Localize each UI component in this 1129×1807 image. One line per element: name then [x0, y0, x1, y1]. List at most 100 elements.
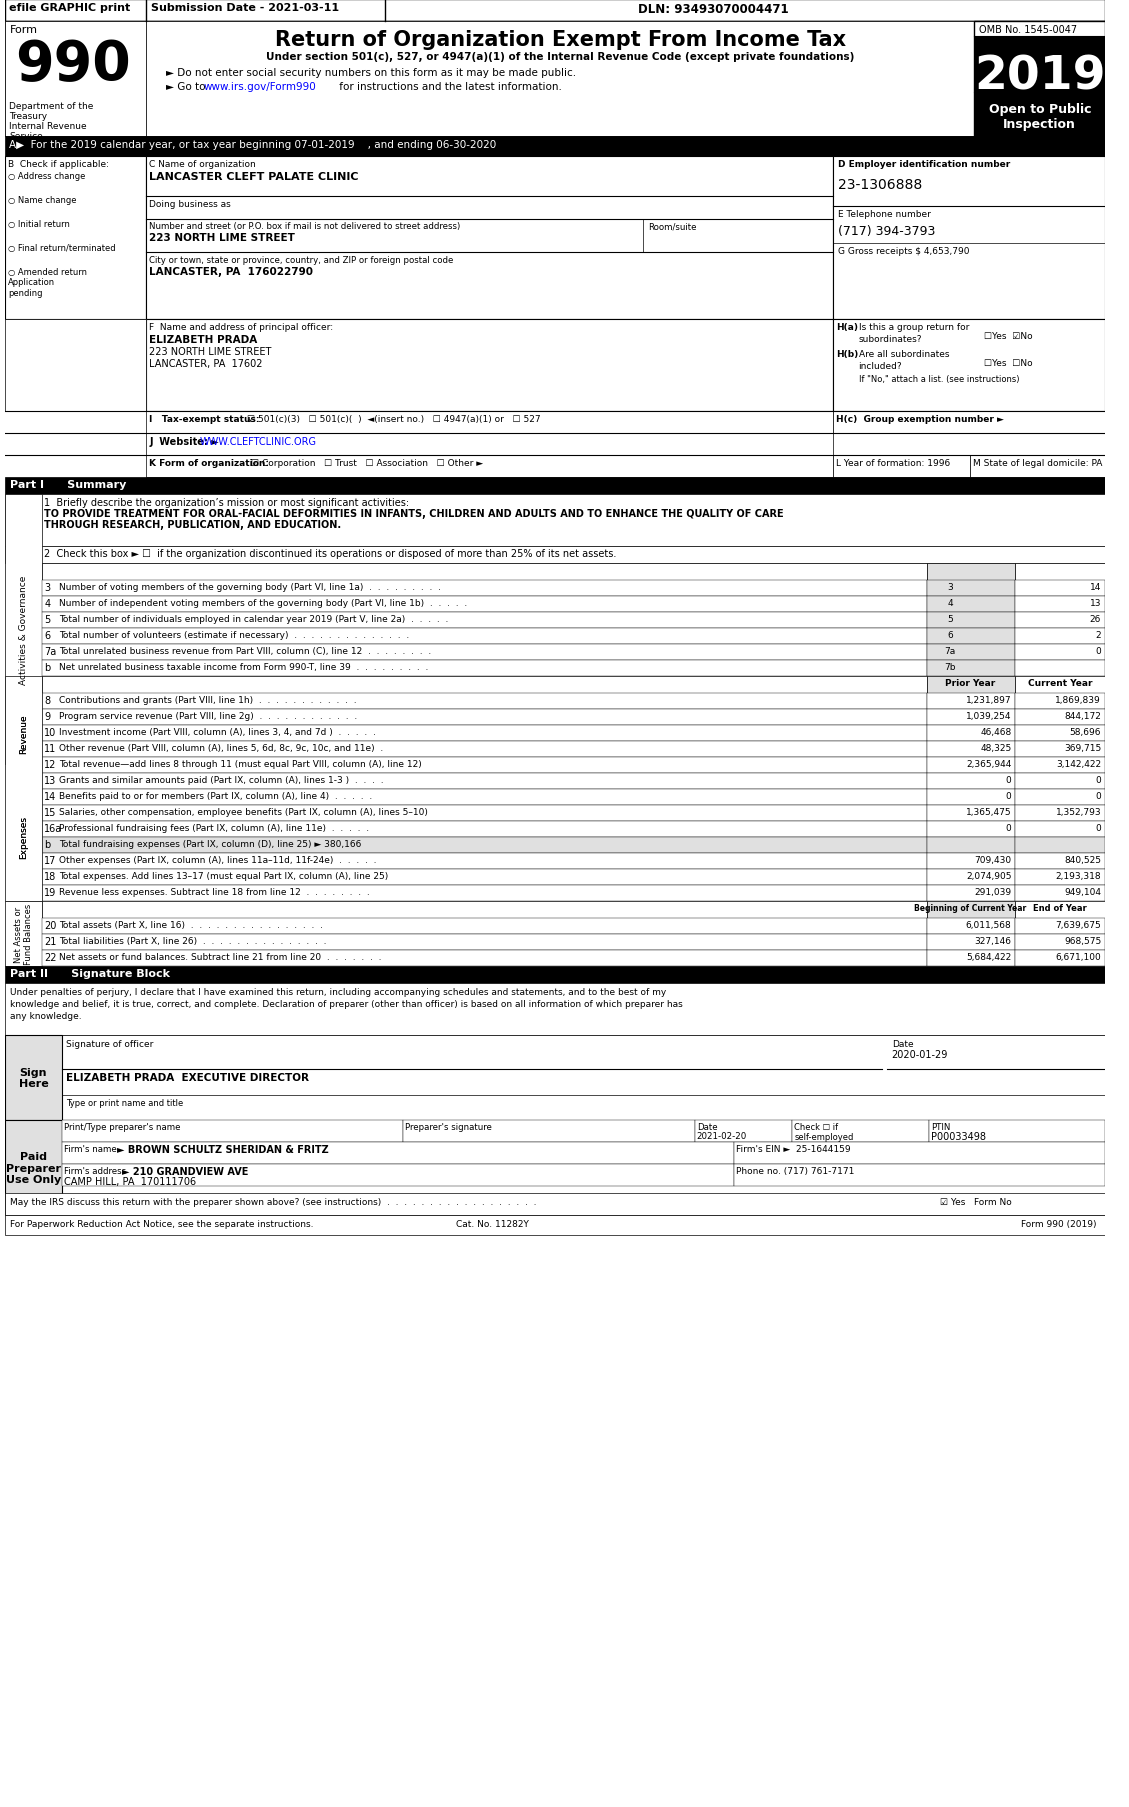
Text: Net assets or fund balances. Subtract line 21 from line 20  .  .  .  .  .  .  .: Net assets or fund balances. Subtract li… — [59, 952, 382, 961]
Bar — [927, 580, 1015, 596]
Text: Net Assets or
Fund Balances: Net Assets or Fund Balances — [14, 904, 34, 965]
Text: ○ Amended return
Application
pending: ○ Amended return Application pending — [8, 267, 87, 298]
Bar — [6, 676, 42, 902]
Bar — [42, 741, 927, 757]
Bar — [6, 1120, 62, 1216]
Bar — [6, 967, 1105, 983]
Bar — [927, 726, 1015, 741]
Text: b: b — [44, 663, 51, 672]
Bar — [147, 455, 833, 477]
Text: PTIN: PTIN — [930, 1122, 949, 1131]
Bar — [927, 676, 1015, 694]
Bar — [6, 477, 1105, 495]
Text: Revenue less expenses. Subtract line 18 from line 12  .  .  .  .  .  .  .  .: Revenue less expenses. Subtract line 18 … — [59, 887, 369, 896]
Text: 2  Check this box ► ☐  if the organization discontinued its operations or dispos: 2 Check this box ► ☐ if the organization… — [44, 549, 616, 558]
Bar — [6, 320, 147, 412]
Text: Paid
Preparer
Use Only: Paid Preparer Use Only — [6, 1151, 61, 1184]
Text: 9: 9 — [44, 712, 51, 721]
Bar — [6, 983, 1105, 1035]
Text: Total unrelated business revenue from Part VIII, column (C), line 12  .  .  .  .: Total unrelated business revenue from Pa… — [59, 647, 431, 656]
Text: 327,146: 327,146 — [974, 936, 1012, 945]
Bar — [6, 1035, 1105, 1120]
Bar — [6, 137, 1105, 157]
Text: 949,104: 949,104 — [1065, 887, 1101, 896]
Text: WWW.CLEFTCLINIC.ORG: WWW.CLEFTCLINIC.ORG — [200, 437, 317, 446]
Bar — [1015, 853, 1105, 869]
Bar — [927, 822, 1015, 837]
Bar — [42, 564, 927, 580]
Bar — [1015, 885, 1105, 902]
Bar — [1015, 918, 1105, 934]
Text: Current Year: Current Year — [1029, 679, 1093, 688]
Text: ELIZABETH PRADA: ELIZABETH PRADA — [149, 334, 257, 345]
Text: D Employer identification number: D Employer identification number — [838, 159, 1010, 168]
Text: Service: Service — [9, 132, 43, 141]
Bar — [927, 773, 1015, 790]
Bar — [833, 320, 1105, 412]
Text: 3: 3 — [44, 582, 51, 593]
Text: For Paperwork Reduction Act Notice, see the separate instructions.: For Paperwork Reduction Act Notice, see … — [10, 1220, 314, 1229]
Text: Is this a group return for: Is this a group return for — [858, 323, 969, 332]
Text: Firm's address: Firm's address — [63, 1166, 125, 1175]
Text: 1,231,897: 1,231,897 — [966, 696, 1012, 705]
Text: Expenses: Expenses — [19, 817, 28, 858]
Text: 369,715: 369,715 — [1064, 744, 1101, 752]
Bar — [42, 596, 927, 613]
Text: Part II      Signature Block: Part II Signature Block — [10, 969, 170, 978]
Bar — [147, 434, 833, 455]
Text: F  Name and address of principal officer:: F Name and address of principal officer: — [149, 323, 333, 332]
Bar — [927, 853, 1015, 869]
Bar — [970, 455, 1105, 477]
Text: City or town, state or province, country, and ZIP or foreign postal code: City or town, state or province, country… — [149, 257, 454, 266]
Text: 2,193,318: 2,193,318 — [1056, 871, 1101, 880]
Bar — [1015, 869, 1105, 885]
Text: TO PROVIDE TREATMENT FOR ORAL-FACIAL DEFORMITIES IN INFANTS, CHILDREN AND ADULTS: TO PROVIDE TREATMENT FOR ORAL-FACIAL DEF… — [44, 510, 784, 519]
Text: 13: 13 — [44, 775, 56, 786]
Bar — [927, 629, 1015, 645]
Bar — [1015, 757, 1105, 773]
Bar — [42, 902, 927, 918]
Text: Number of voting members of the governing body (Part VI, line 1a)  .  .  .  .  .: Number of voting members of the governin… — [59, 582, 440, 591]
Text: OMB No. 1545-0047: OMB No. 1545-0047 — [979, 25, 1077, 34]
Text: M State of legal domicile: PA: M State of legal domicile: PA — [972, 459, 1102, 468]
Text: Under section 501(c), 527, or 4947(a)(1) of the Internal Revenue Code (except pr: Under section 501(c), 527, or 4947(a)(1)… — [266, 52, 855, 61]
Bar — [6, 902, 42, 967]
Bar — [1015, 580, 1105, 596]
Bar — [6, 548, 1105, 564]
Text: LANCASTER CLEFT PALATE CLINIC: LANCASTER CLEFT PALATE CLINIC — [149, 172, 359, 183]
Text: LANCASTER, PA  176022790: LANCASTER, PA 176022790 — [149, 267, 314, 276]
Text: Revenue: Revenue — [19, 714, 28, 754]
Text: 26: 26 — [1089, 614, 1101, 623]
Text: Doing business as: Doing business as — [149, 201, 231, 210]
Text: 2,074,905: 2,074,905 — [966, 871, 1012, 880]
Bar — [927, 596, 1015, 613]
Bar — [147, 22, 974, 137]
Text: THROUGH RESEARCH, PUBLICATION, AND EDUCATION.: THROUGH RESEARCH, PUBLICATION, AND EDUCA… — [44, 520, 341, 529]
Text: 223 NORTH LIME STREET: 223 NORTH LIME STREET — [149, 347, 272, 356]
Bar — [62, 1164, 734, 1187]
Text: Professional fundraising fees (Part IX, column (A), line 11e)  .  .  .  .  .: Professional fundraising fees (Part IX, … — [59, 824, 369, 833]
Text: Benefits paid to or for members (Part IX, column (A), line 4)  .  .  .  .  .: Benefits paid to or for members (Part IX… — [59, 791, 371, 801]
Bar — [927, 918, 1015, 934]
Bar — [833, 412, 1105, 434]
Text: Revenue: Revenue — [19, 714, 28, 754]
Bar — [1015, 934, 1105, 950]
Text: B  Check if applicable:: B Check if applicable: — [8, 159, 110, 168]
Text: 22: 22 — [44, 952, 56, 963]
Text: 2021-02-20: 2021-02-20 — [697, 1131, 747, 1140]
Text: for instructions and the latest information.: for instructions and the latest informat… — [336, 81, 562, 92]
Text: any knowledge.: any knowledge. — [10, 1012, 81, 1021]
Text: Submission Date - 2021-03-11: Submission Date - 2021-03-11 — [151, 4, 340, 13]
Text: 1,869,839: 1,869,839 — [1056, 696, 1101, 705]
Text: ☐Yes  ☑No: ☐Yes ☑No — [984, 332, 1033, 342]
Text: K Form of organization:: K Form of organization: — [149, 459, 270, 468]
Text: 5,684,422: 5,684,422 — [966, 952, 1012, 961]
Text: H(a): H(a) — [837, 323, 858, 332]
Bar — [42, 885, 927, 902]
Bar — [1015, 773, 1105, 790]
Text: Other revenue (Part VIII, column (A), lines 5, 6d, 8c, 9c, 10c, and 11e)  .: Other revenue (Part VIII, column (A), li… — [59, 744, 383, 752]
Text: Type or print name and title: Type or print name and title — [65, 1099, 183, 1108]
Bar — [42, 629, 927, 645]
Text: 0: 0 — [1006, 824, 1012, 833]
Text: 990: 990 — [15, 38, 131, 92]
